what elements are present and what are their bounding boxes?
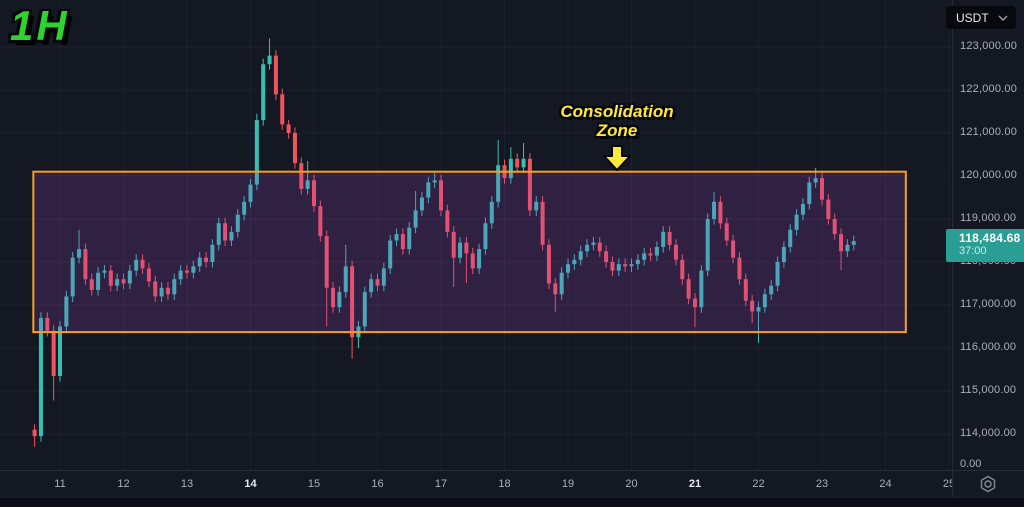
chevron-down-icon xyxy=(998,14,1008,21)
price-tick-label: 122,000.00 xyxy=(960,83,1018,95)
price-tick-label: 116,000.00 xyxy=(960,341,1017,353)
time-tick-label: 17 xyxy=(434,478,448,490)
settings-gear-icon[interactable] xyxy=(979,475,997,498)
currency-selector[interactable]: USDT xyxy=(946,6,1016,29)
price-tick-label: 120,000.00 xyxy=(960,169,1018,181)
bottom-strip xyxy=(0,497,1024,507)
bar-countdown: 37:00 xyxy=(959,245,987,258)
time-tick-label: 13 xyxy=(180,478,194,490)
price-tick-zero: 0.00 xyxy=(960,458,982,470)
last-price-value: 118,484.68 xyxy=(959,231,1021,246)
time-tick-label: 14 xyxy=(244,478,257,490)
candlestick-chart[interactable] xyxy=(0,0,952,470)
grid-layer xyxy=(0,0,952,470)
time-tick-label: 20 xyxy=(625,478,638,490)
time-tick-label: 15 xyxy=(307,478,321,490)
price-tick-label: 121,000.00 xyxy=(960,126,1018,138)
candles-layer xyxy=(32,38,856,447)
time-axis[interactable]: 11 12 13 14 15 16 17 18 19 20 21 22 23 24 25 xyxy=(0,470,952,497)
price-tick-label: 115,000.00 xyxy=(960,384,1017,396)
price-axis[interactable]: 123,000.00 122,000.00 121,000.00 120,000.00… xyxy=(946,0,1024,507)
time-tick-label: 22 xyxy=(752,478,765,490)
price-tick-label: 114,000.00 xyxy=(960,427,1017,439)
price-tick-label: 117,000.00 xyxy=(960,298,1017,310)
time-tick-label: 12 xyxy=(117,478,130,490)
price-tick-label: 123,000.00 xyxy=(960,40,1018,52)
currency-selector-value: USDT xyxy=(956,10,989,25)
time-tick-label: 23 xyxy=(815,478,829,490)
time-tick-label: 18 xyxy=(498,478,511,490)
last-price-badge: 118,484.68 37:00 xyxy=(946,229,1024,263)
block-arrow-down-icon xyxy=(527,145,707,176)
timeframe-label: 1H xyxy=(10,2,70,49)
time-tick-label: 24 xyxy=(879,478,892,490)
annotation-text-line2: Zone xyxy=(596,121,638,140)
consolidation-zone-box[interactable] xyxy=(32,170,907,334)
annotation-text-line1: Consolidation xyxy=(560,102,674,121)
axis-settings-corner xyxy=(952,470,1024,497)
consolidation-annotation: Consolidation Zone xyxy=(527,102,707,176)
time-tick-label: 11 xyxy=(54,478,66,490)
time-tick-label: 25 xyxy=(942,478,952,490)
time-tick-label: 16 xyxy=(371,478,384,490)
time-tick-label: 21 xyxy=(688,478,702,490)
time-tick-label: 19 xyxy=(561,478,575,490)
price-tick-label: 119,000.00 xyxy=(960,212,1017,224)
